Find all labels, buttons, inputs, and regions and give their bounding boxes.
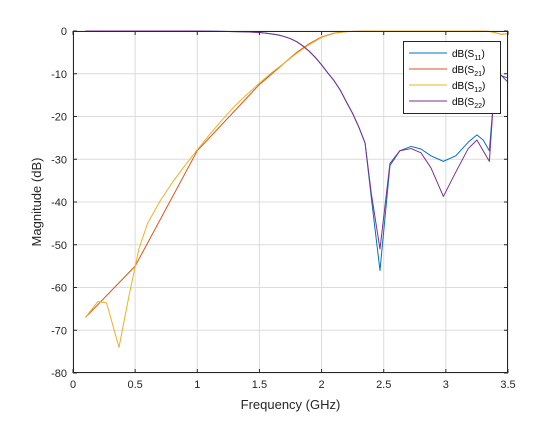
legend-label: dB(S22) [452,97,485,110]
y-tick-label: -70 [51,325,67,337]
y-tick-label: -10 [51,69,67,81]
legend: dB(S11) dB(S21) dB(S12) dB(S22) [403,41,501,114]
legend-label: dB(S11) [452,49,485,62]
legend-label: dB(S21) [452,65,485,78]
y-tick-label: -40 [51,197,67,209]
x-tick-label: 2 [319,379,325,391]
y-tick-label: -20 [51,112,67,124]
y-tick-label: -60 [51,283,67,295]
x-tick-label: 2.5 [376,379,391,391]
x-tick-label: 3 [443,379,449,391]
x-axis-label: Frequency (GHz) [241,397,341,412]
x-tick-label: 0.5 [127,379,142,391]
y-tick-label: -80 [51,368,67,380]
y-tick-label: 0 [61,26,67,38]
y-tick-label: -30 [51,154,67,166]
y-axis-label: Magnitude (dB) [29,158,44,247]
y-tick-label: -50 [51,240,67,252]
x-tick-label: 1.5 [252,379,267,391]
x-tick-label: 0 [70,379,76,391]
x-tick-label: 1 [194,379,200,391]
x-tick-label: 3.5 [500,379,515,391]
series-line-dbs22 [85,30,509,250]
legend-label: dB(S12) [452,81,485,94]
tick-layer: 0 0.5 1 1.5 2 2.5 3 3.5 0 -10 -20 -30 -40 -50 -60 -70 -8… [51,26,516,391]
